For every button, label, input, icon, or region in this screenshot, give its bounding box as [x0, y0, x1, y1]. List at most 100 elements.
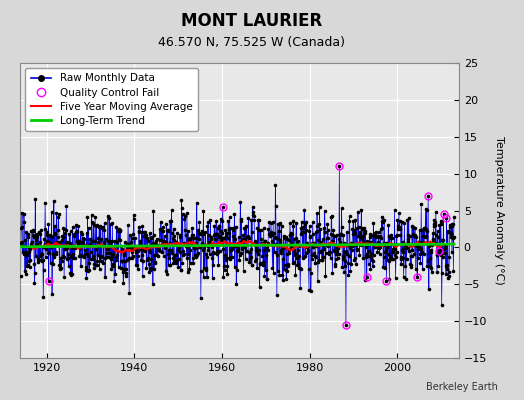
- Point: [378, 214, 387, 220]
- Point: [430, 223, 438, 230]
- Point: [219, 246, 227, 252]
- Point: [40, 244, 48, 250]
- Point: [94, 252, 102, 258]
- Point: [337, 232, 345, 238]
- Point: [56, 239, 64, 246]
- Point: [266, 233, 275, 239]
- Point: [149, 232, 158, 238]
- Point: [38, 258, 46, 264]
- Point: [444, 273, 453, 280]
- Point: [369, 220, 377, 227]
- Point: [297, 225, 305, 231]
- Point: [248, 229, 257, 235]
- Point: [91, 214, 100, 220]
- Point: [236, 238, 244, 245]
- Point: [150, 252, 159, 258]
- Point: [265, 231, 273, 238]
- Point: [166, 261, 174, 268]
- Point: [437, 221, 445, 227]
- Point: [253, 265, 261, 271]
- Point: [203, 243, 212, 249]
- Point: [136, 245, 145, 252]
- Point: [17, 225, 26, 232]
- Point: [67, 253, 75, 260]
- Point: [124, 245, 132, 251]
- Point: [79, 252, 87, 259]
- Point: [167, 218, 176, 224]
- Point: [272, 235, 280, 241]
- Point: [319, 241, 328, 248]
- Point: [183, 244, 191, 250]
- Point: [406, 242, 414, 248]
- Point: [250, 239, 259, 246]
- Point: [423, 258, 432, 265]
- Point: [389, 246, 398, 252]
- Point: [187, 241, 195, 247]
- Point: [376, 241, 385, 248]
- Point: [440, 245, 449, 251]
- Point: [266, 232, 275, 238]
- Point: [260, 273, 269, 279]
- Point: [419, 266, 427, 273]
- Point: [238, 244, 247, 250]
- Point: [25, 245, 34, 251]
- Point: [137, 257, 146, 263]
- Point: [315, 257, 323, 264]
- Point: [182, 243, 190, 249]
- Point: [161, 242, 170, 248]
- Point: [37, 252, 46, 258]
- Point: [279, 245, 288, 251]
- Point: [434, 251, 443, 258]
- Point: [139, 247, 148, 254]
- Point: [130, 244, 138, 251]
- Point: [425, 243, 433, 249]
- Point: [423, 263, 431, 269]
- Point: [214, 262, 223, 268]
- Point: [123, 241, 132, 247]
- Point: [356, 229, 364, 235]
- Point: [254, 251, 262, 257]
- Point: [318, 236, 326, 242]
- Point: [107, 238, 116, 244]
- Point: [118, 258, 126, 264]
- Point: [152, 252, 161, 258]
- Point: [146, 249, 155, 255]
- Point: [207, 236, 215, 243]
- Point: [337, 205, 346, 211]
- Point: [318, 257, 326, 263]
- Point: [219, 274, 227, 280]
- Point: [426, 255, 434, 262]
- Point: [201, 228, 210, 235]
- Point: [310, 239, 318, 246]
- Point: [169, 235, 177, 241]
- Point: [93, 262, 101, 268]
- Point: [362, 252, 370, 259]
- Point: [57, 258, 66, 264]
- Point: [275, 221, 283, 228]
- Point: [285, 250, 293, 256]
- Point: [439, 211, 447, 218]
- Point: [388, 256, 396, 262]
- Point: [421, 225, 430, 231]
- Point: [428, 235, 436, 242]
- Point: [182, 232, 190, 238]
- Point: [304, 246, 312, 253]
- Point: [111, 238, 119, 244]
- Point: [217, 236, 225, 243]
- Point: [129, 216, 138, 222]
- Point: [114, 264, 123, 270]
- Point: [230, 236, 238, 242]
- Point: [155, 243, 163, 250]
- Point: [126, 243, 135, 249]
- Point: [127, 235, 136, 241]
- Point: [209, 261, 217, 268]
- Point: [117, 243, 126, 249]
- Point: [162, 227, 171, 233]
- Point: [177, 196, 185, 203]
- Point: [373, 243, 381, 249]
- Point: [82, 275, 91, 281]
- Point: [323, 234, 332, 241]
- Point: [135, 228, 143, 235]
- Point: [386, 252, 395, 259]
- Point: [71, 245, 80, 252]
